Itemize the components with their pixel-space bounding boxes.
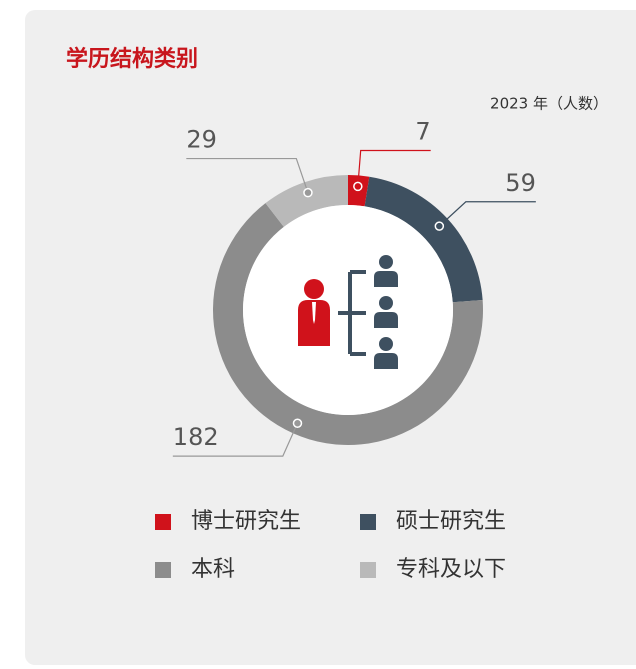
leader-line <box>172 422 299 457</box>
donut-segment <box>364 176 483 303</box>
donut-segment <box>265 175 348 227</box>
leader-line <box>357 149 431 187</box>
leader-dot <box>292 418 303 428</box>
legend-label: 专科及以下 <box>396 557 506 582</box>
data-label: 59 <box>505 169 536 197</box>
data-label: 7 <box>415 118 430 146</box>
legend-swatch <box>360 562 376 578</box>
legend-label: 硕士研究生 <box>396 509 506 534</box>
legend-swatch <box>155 514 171 530</box>
hierarchy-icon <box>298 255 398 369</box>
legend-label: 本科 <box>191 557 235 582</box>
leader-dot <box>353 181 363 192</box>
leader-dot <box>434 221 445 231</box>
legend-swatch <box>155 562 171 578</box>
chart-title: 学历结构类别 <box>66 46 198 72</box>
legend-swatch <box>360 514 376 530</box>
data-label: 29 <box>186 126 217 154</box>
leader-dot <box>303 187 313 198</box>
chart-subtitle: 2023 年（人数） <box>490 95 608 113</box>
legend-label: 博士研究生 <box>191 509 301 534</box>
leader-line <box>186 157 309 193</box>
leader-line <box>438 201 536 227</box>
data-label: 182 <box>173 423 219 451</box>
